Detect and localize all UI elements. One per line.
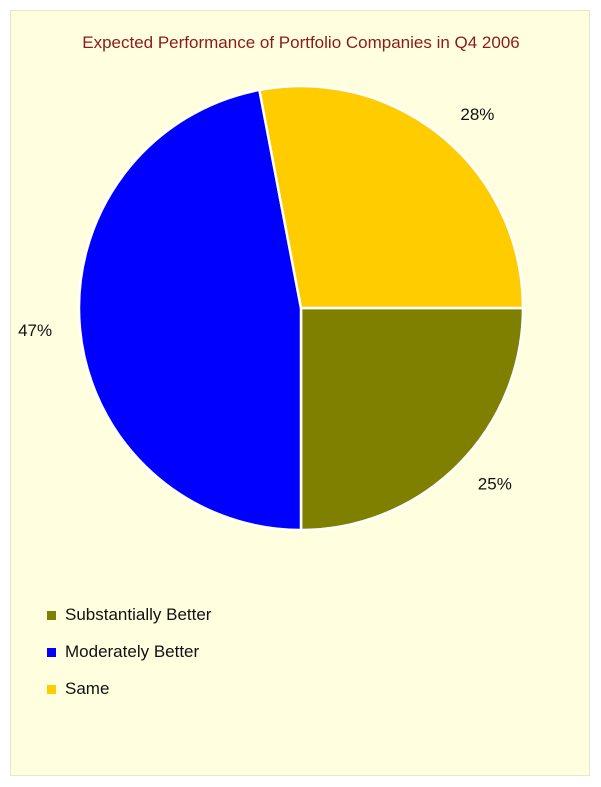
legend-label: Same xyxy=(65,679,110,698)
slice-percent-label: 25% xyxy=(478,474,512,493)
legend-swatch xyxy=(47,647,56,657)
slice-percent-label: 28% xyxy=(460,105,494,124)
legend-label: Moderately Better xyxy=(65,642,200,661)
legend-label: Substantially Better xyxy=(65,605,212,624)
pie-chart: 25% 47% 28% xyxy=(18,84,525,532)
pie-slice-same xyxy=(258,84,525,310)
pie-slice-moderately-better xyxy=(77,88,303,532)
legend: Substantially Better Moderately Better S… xyxy=(47,605,211,716)
legend-item-same: Same xyxy=(47,679,211,699)
legend-swatch xyxy=(47,610,56,620)
chart-title: Expected Performance of Portfolio Compan… xyxy=(82,33,520,52)
slice-percent-label: 47% xyxy=(18,321,52,340)
pie-slice-substantially-better xyxy=(299,306,525,532)
legend-item-substantially-better: Substantially Better xyxy=(47,605,211,625)
legend-swatch xyxy=(47,684,56,694)
chart-area: Expected Performance of Portfolio Compan… xyxy=(10,10,590,776)
legend-item-moderately-better: Moderately Better xyxy=(47,642,211,662)
